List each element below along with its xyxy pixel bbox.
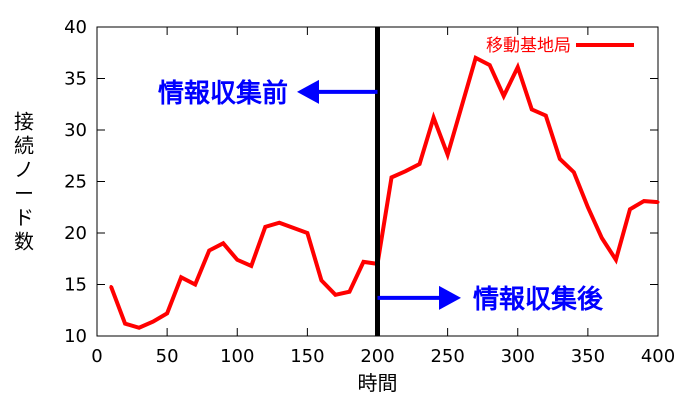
data-point: [460, 104, 464, 108]
data-point: [221, 241, 225, 245]
data-point: [586, 205, 590, 209]
y-tick-label: 20: [64, 223, 87, 244]
y-axis-title-char: ノ: [14, 158, 34, 182]
x-tick-label: 350: [571, 346, 605, 367]
data-point: [516, 65, 520, 69]
data-point: [291, 226, 295, 230]
data-point: [249, 264, 253, 268]
data-point: [628, 207, 632, 211]
x-tick-label: 150: [290, 346, 324, 367]
annotation-arrow-head: [439, 285, 461, 310]
data-point: [656, 200, 660, 204]
series-layer: [109, 55, 660, 330]
data-point: [179, 275, 183, 279]
x-tick-label: 250: [430, 346, 464, 367]
x-tick-label: 50: [156, 346, 179, 367]
y-tick-label: 40: [64, 17, 87, 38]
data-point: [446, 153, 450, 157]
x-tick-label: 400: [641, 346, 675, 367]
data-point: [305, 231, 309, 235]
data-point: [572, 170, 576, 174]
data-point: [432, 116, 436, 120]
data-point: [207, 249, 211, 253]
data-point: [600, 236, 604, 240]
data-point: [193, 283, 197, 286]
legend-entry-label: 移動基地局: [486, 36, 571, 56]
y-axis-title-char: 接: [14, 110, 34, 134]
x-tick-label: 100: [220, 346, 254, 367]
data-point: [277, 221, 281, 225]
x-axis-title: 時間: [358, 371, 398, 395]
y-tick-label: 10: [64, 326, 87, 347]
data-point: [544, 114, 548, 118]
y-axis-title-char: 数: [14, 230, 34, 254]
data-point: [488, 63, 492, 67]
data-point: [235, 258, 239, 262]
series-line-0: [109, 55, 659, 330]
x-tick-label: 0: [91, 346, 102, 367]
data-point: [361, 260, 365, 264]
data-point: [333, 293, 337, 297]
data-point: [263, 225, 267, 229]
data-point: [474, 56, 478, 60]
y-tick-label: 15: [64, 275, 87, 296]
data-point: [319, 278, 323, 282]
legend-layer: 移動基地局: [486, 36, 634, 56]
annotation-before-label: 情報収集前: [158, 78, 288, 109]
data-point: [151, 320, 155, 324]
data-point: [404, 169, 408, 173]
annotation-arrow-head: [297, 79, 319, 104]
data-point: [109, 285, 113, 289]
y-axis-title-char: 続: [14, 134, 34, 158]
y-tick-label: 25: [64, 172, 87, 193]
data-point: [165, 311, 169, 315]
data-point: [137, 326, 141, 330]
data-point: [614, 258, 618, 262]
x-tick-label: 300: [501, 346, 535, 367]
data-point: [642, 199, 646, 203]
y-axis-title-char: ー: [14, 182, 34, 206]
annotation-after-label: 情報収集後: [473, 284, 604, 315]
x-tick-label: 200: [360, 346, 394, 367]
y-axis-title-char: ド: [14, 206, 34, 230]
axis-layer: 0 50 100 150 200 250 300 350 400 10 15 20 25 30 35 40 時間…: [14, 17, 675, 395]
y-axis-title: 接続ノード数: [14, 110, 34, 254]
data-point: [530, 107, 534, 111]
data-point: [502, 94, 506, 98]
data-point: [390, 175, 394, 179]
data-point: [418, 162, 422, 166]
data-point: [558, 157, 562, 161]
y-tick-label: 30: [64, 120, 87, 141]
y-tick-label: 35: [64, 69, 87, 90]
data-point: [347, 290, 351, 294]
data-point: [123, 322, 127, 326]
